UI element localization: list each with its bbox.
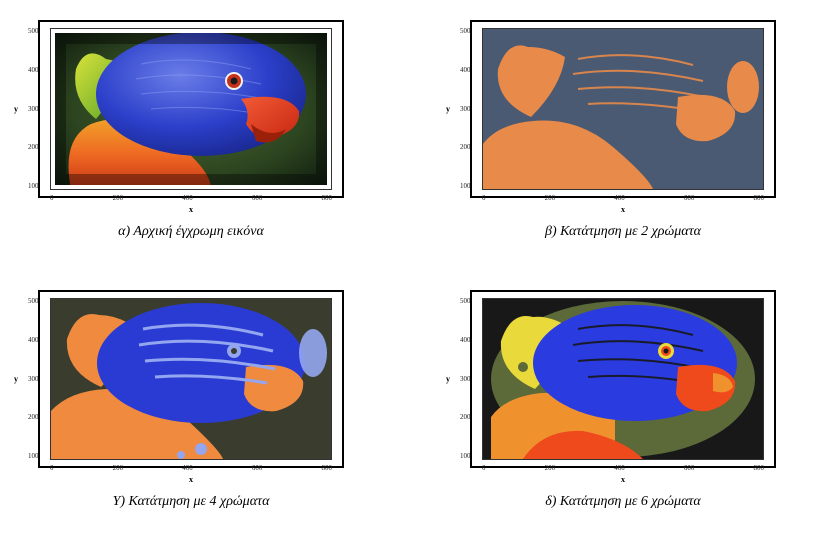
figure-grid: y 100 200 300 400 500 [20, 20, 794, 510]
panel-b-frame: y 100 200 300 400 500 [470, 20, 776, 198]
panel-d-image [482, 298, 764, 460]
parrot-k4-svg [51, 299, 331, 459]
panel-b-xticks: 0 200 400 600 800 [482, 194, 764, 202]
panel-b-caption: β) Κατάτμηση με 2 χρώματα [545, 224, 701, 240]
panel-b: y 100 200 300 400 500 [452, 20, 794, 240]
panel-a: y 100 200 300 400 500 [20, 20, 362, 240]
panel-c-frame: y 100 200 300 400 500 [38, 290, 344, 468]
panel-a-xlabel: x [189, 205, 193, 214]
panel-c-xticks: 0 200 400 600 800 [50, 464, 332, 472]
panel-a-frame: y 100 200 300 400 500 [38, 20, 344, 198]
panel-a-xticks: 0 200 400 600 800 [50, 194, 332, 202]
panel-c-caption: Υ) Κατάτμηση με 4 χρώματα [113, 494, 270, 510]
panel-c-yticks: 100 200 300 400 500 [28, 298, 39, 460]
panel-c-ylabel: y [14, 375, 18, 384]
panel-d-ylabel: y [446, 375, 450, 384]
panel-a-ylabel: y [14, 105, 18, 114]
parrot-k2-svg [483, 29, 763, 189]
panel-a-image [50, 28, 332, 190]
panel-d-xlabel: x [621, 475, 625, 484]
panel-d-xticks: 0 200 400 600 800 [482, 464, 764, 472]
panel-c: y 100 200 300 400 500 [20, 290, 362, 510]
panel-d: y 100 200 300 400 500 [452, 290, 794, 510]
parrot-k6-svg [483, 299, 763, 459]
panel-a-yticks: 100 200 300 400 500 [28, 28, 39, 190]
panel-a-caption: α) Αρχική έγχρωμη εικόνα [118, 224, 264, 240]
panel-d-caption: δ) Κατάτμηση με 6 χρώματα [545, 494, 701, 510]
panel-c-image [50, 298, 332, 460]
panel-b-image [482, 28, 764, 190]
panel-c-xlabel: x [189, 475, 193, 484]
panel-d-frame: y 100 200 300 400 500 [470, 290, 776, 468]
panel-d-yticks: 100 200 300 400 500 [460, 298, 471, 460]
parrot-original-svg [51, 29, 331, 189]
panel-b-yticks: 100 200 300 400 500 [460, 28, 471, 190]
panel-b-xlabel: x [621, 205, 625, 214]
panel-b-ylabel: y [446, 105, 450, 114]
